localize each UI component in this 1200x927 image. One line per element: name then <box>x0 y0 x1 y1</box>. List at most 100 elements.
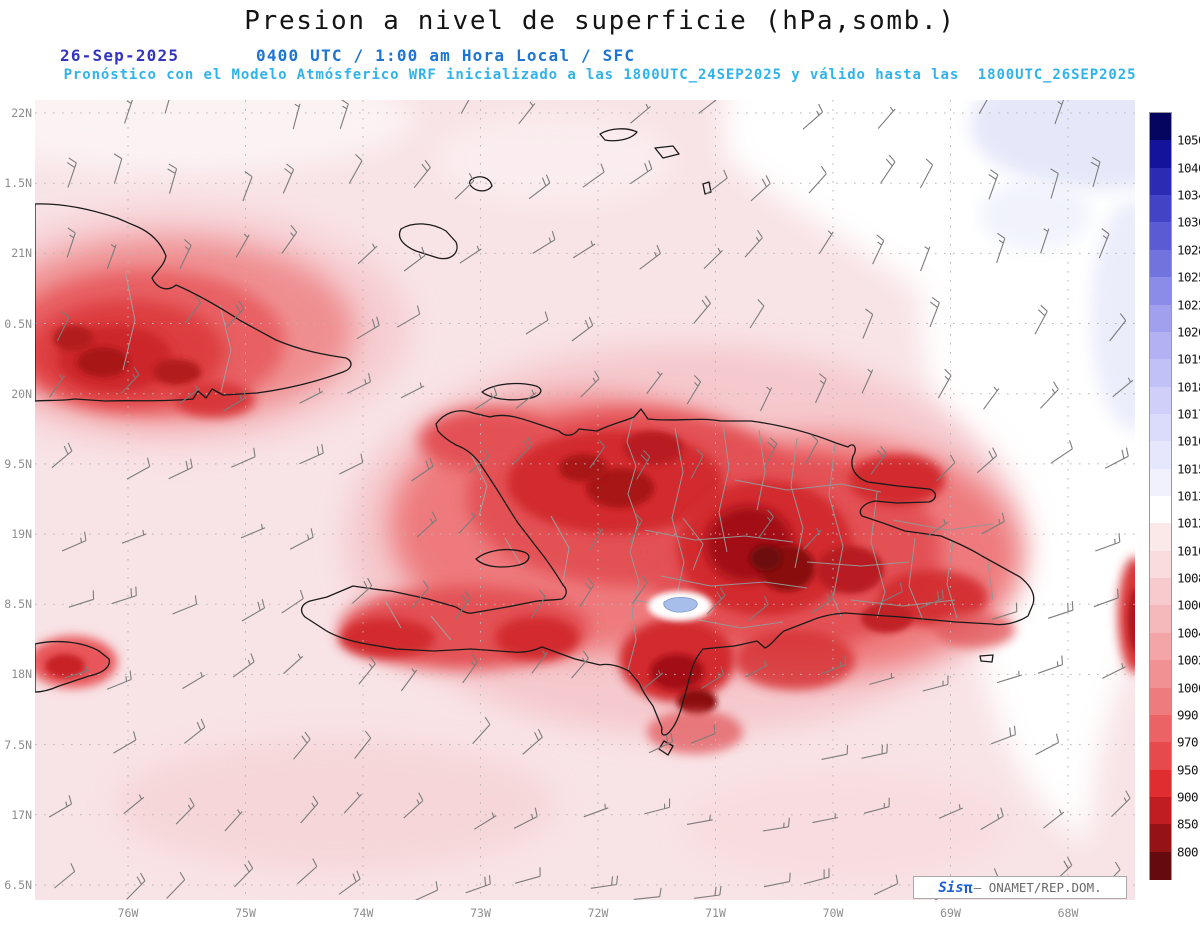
colorbar-segment <box>1150 632 1171 661</box>
coastlines <box>35 128 1035 756</box>
colorbar-label: 1006 <box>1177 597 1200 613</box>
colorbar-label: 1025 <box>1177 269 1200 285</box>
colorbar-label: 1002 <box>1177 652 1200 668</box>
pressure-map <box>35 100 1135 900</box>
lat-axis-label: 20N <box>11 386 32 401</box>
beata-island <box>658 740 674 756</box>
page-title: Presion a nivel de superficie (hPa,somb.… <box>244 6 956 36</box>
colorbar-label: 970 <box>1177 734 1199 750</box>
lat-axis-label: 6.5N <box>4 877 32 892</box>
pressure-shading-layer <box>35 100 1135 900</box>
colorbar-label: 1016 <box>1177 433 1200 449</box>
credit-text: – ONAMET/REP.DOM. <box>973 880 1102 895</box>
colorbar-segment <box>1150 796 1171 825</box>
colorbar-label: 990 <box>1177 707 1199 723</box>
tortuga-island <box>481 382 542 401</box>
colorbar-label: 900 <box>1177 789 1199 805</box>
colorbar-label: 1018 <box>1177 379 1200 395</box>
colorbar-segment <box>1150 249 1171 278</box>
colorbar-segment <box>1150 113 1171 141</box>
lon-axis-label: 76W <box>117 906 139 920</box>
gonave-island <box>475 548 530 568</box>
colorbar-label: 850 <box>1177 816 1199 832</box>
colorbar-segment <box>1150 468 1171 497</box>
lat-axis-label: 17N <box>11 807 32 822</box>
credit-box: Sis π – ONAMET/REP.DOM. <box>913 876 1127 899</box>
colorbar-label: 950 <box>1177 762 1199 778</box>
lon-axis-label: 68W <box>1057 906 1079 920</box>
wind-barbs-layer <box>48 100 1134 900</box>
colorbar-segment <box>1150 304 1171 333</box>
lake-enriquillo <box>648 591 712 621</box>
colorbar-label: 1028 <box>1177 242 1200 258</box>
pi-symbol: π <box>963 878 973 897</box>
hispaniola-coastline <box>300 408 1035 736</box>
lat-axis-label: 8.5N <box>4 597 32 612</box>
colorbar-label: 1008 <box>1177 570 1200 586</box>
lon-axis-label: 72W <box>587 906 609 920</box>
colorbar-segment <box>1150 578 1171 607</box>
colorbar-segment <box>1150 851 1171 880</box>
colorbar-label: 1040 <box>1177 160 1200 176</box>
model-init-label: Pronóstico con el Modelo Atmósferico WRF… <box>63 67 1137 83</box>
colorbar-segment <box>1150 605 1171 634</box>
colorbar-segment <box>1150 687 1171 716</box>
colorbar-segment <box>1150 496 1171 524</box>
lat-axis-label: 9.5N <box>4 456 32 471</box>
colorbar-label: 1022 <box>1177 297 1200 312</box>
colorbar-segment <box>1150 441 1171 470</box>
colorbar-segment <box>1150 359 1171 388</box>
lat-axis-label: 7.5N <box>4 737 32 752</box>
lon-axis-label: 70W <box>822 906 844 920</box>
colorbar-label: 1030 <box>1177 214 1200 230</box>
province-borders <box>122 269 994 671</box>
lat-axis-label: 18N <box>11 667 32 682</box>
colorbar-label: 1012 <box>1177 515 1200 531</box>
colorbar-label: 1015 <box>1177 461 1200 477</box>
colorbar-label: 1020 <box>1177 324 1200 340</box>
lat-axis-label: 19N <box>11 527 32 542</box>
colorbar-segment <box>1150 742 1171 771</box>
sispi-logo: Sis <box>938 879 964 896</box>
forecast-date-label: 26-Sep-2025 <box>60 46 180 65</box>
lon-axis-label: 73W <box>470 906 491 920</box>
lon-axis-label: 75W <box>235 906 256 920</box>
caicos-islands <box>599 128 712 195</box>
colorbar-segment <box>1150 824 1171 853</box>
colorbar-label: 1010 <box>1177 543 1200 559</box>
lon-axis-label: 69W <box>940 906 961 920</box>
colorbar-segment <box>1150 167 1171 196</box>
colorbar-label: 1034 <box>1177 187 1200 203</box>
colorbar-segment <box>1150 386 1171 415</box>
lon-axis-label: 71W <box>705 906 726 920</box>
valid-time-label: 0400 UTC / 1:00 am Hora Local / SFC <box>256 46 636 65</box>
colorbar-segment <box>1150 714 1171 743</box>
grid-lines <box>35 100 1135 900</box>
colorbar-label: 1017 <box>1177 406 1200 422</box>
little-inagua-island <box>468 176 493 192</box>
colorbar-segment <box>1150 222 1171 251</box>
colorbar-label: 1019 <box>1177 351 1200 367</box>
colorbar-label: 1004 <box>1177 625 1200 641</box>
colorbar-segment <box>1150 331 1171 360</box>
colorbar-segment <box>1150 550 1171 579</box>
colorbar-label: 800 <box>1177 844 1199 860</box>
lat-axis-label: 21N <box>11 246 32 261</box>
lat-axis-label: 22N <box>11 106 32 120</box>
colorbar-label: 1000 <box>1177 680 1200 695</box>
cuba-coastline <box>35 203 352 402</box>
jamaica-coastline <box>35 640 110 693</box>
colorbar-segment <box>1150 195 1171 224</box>
lon-axis-label: 74W <box>352 906 374 920</box>
colorbar-segment <box>1150 140 1171 169</box>
colorbar-segment <box>1150 769 1171 798</box>
colorbar-segment <box>1150 413 1171 442</box>
colorbar-segment <box>1150 277 1171 306</box>
wind-barbs <box>48 100 1134 900</box>
lat-axis-label: 0.5N <box>4 316 32 331</box>
lat-axis-label: 1.5N <box>4 176 32 191</box>
colorbar-label: 1013 <box>1177 488 1200 504</box>
colorbar-segment <box>1150 523 1171 552</box>
colorbar-segment <box>1150 660 1171 689</box>
